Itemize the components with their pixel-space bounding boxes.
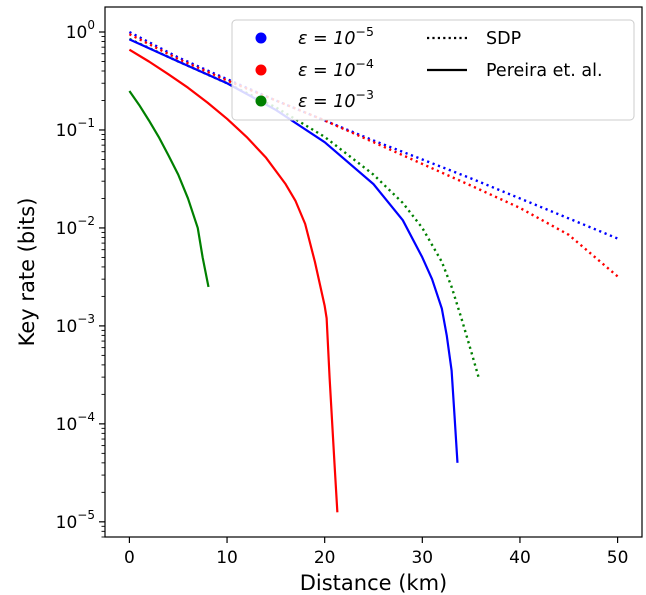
y-tick-label-base-3: 10: [56, 219, 78, 239]
x-tick-label-2: 20: [314, 548, 336, 568]
axes: 0 10 20 30 40 5010−510−410−310−210−1100Distan…: [15, 6, 643, 595]
x-tick-label-5: 50: [607, 548, 629, 568]
y-tick-label-3: 10−2: [56, 214, 95, 239]
y-tick-label-base-5: 10: [66, 23, 88, 43]
legend-label-exp-0: −5: [356, 24, 374, 39]
y-tick-label-base-4: 10: [56, 121, 78, 141]
legend-style-label-0: SDP: [486, 29, 521, 49]
series-line-1: [128, 33, 619, 278]
y-tick-label-exp-5: 0: [87, 18, 95, 32]
plot-frame: [104, 6, 643, 538]
legend-label-1: ε = 10−4: [298, 56, 374, 81]
legend-label-2: ε = 10−3: [298, 87, 374, 112]
series-line-2: [128, 37, 481, 379]
y-tick-label-base-2: 10: [56, 317, 78, 337]
x-tick-label-0: 0: [124, 548, 135, 568]
y-tick-label-base-1: 10: [56, 415, 78, 435]
y-tick-label-2: 10−3: [56, 312, 95, 337]
y-tick-label-base-0: 10: [56, 513, 78, 533]
legend-label-base-2: ε = 10: [298, 92, 356, 112]
legend-marker-1: [255, 64, 267, 76]
legend-label-base-0: ε = 10: [298, 29, 356, 49]
y-tick-label-exp-4: −1: [77, 116, 95, 130]
y-axis-title: Key rate (bits): [15, 198, 39, 347]
legend-label-exp-1: −4: [356, 56, 374, 71]
y-tick-label-4: 10−1: [56, 116, 95, 141]
x-tick-label-3: 30: [411, 548, 433, 568]
legend-style-label-1: Pereira et. al.: [486, 61, 603, 81]
y-tick-label-exp-2: −3: [77, 312, 95, 326]
plot-area: [128, 30, 619, 513]
legend-marker-2: [255, 95, 267, 107]
legend-label-0: ε = 10−5: [298, 24, 374, 49]
y-tick-label-1: 10−4: [56, 410, 95, 435]
y-tick-label-5: 100: [66, 18, 95, 43]
y-tick-label-exp-1: −4: [77, 410, 95, 424]
y-tick-label-exp-3: −2: [77, 214, 95, 228]
y-tick-label-exp-0: −5: [77, 508, 95, 522]
legend-label-base-1: ε = 10: [298, 61, 356, 81]
legend-label-exp-2: −3: [356, 87, 374, 102]
x-axis-title: Distance (km): [300, 571, 448, 595]
legend-marker-0: [255, 32, 267, 44]
series-line-3: [128, 48, 339, 513]
series-line-0: [128, 30, 619, 240]
x-tick-label-4: 40: [509, 548, 531, 568]
series-line-4: [128, 90, 210, 288]
y-tick-label-0: 10−5: [56, 508, 95, 533]
x-tick-label-1: 10: [216, 548, 238, 568]
